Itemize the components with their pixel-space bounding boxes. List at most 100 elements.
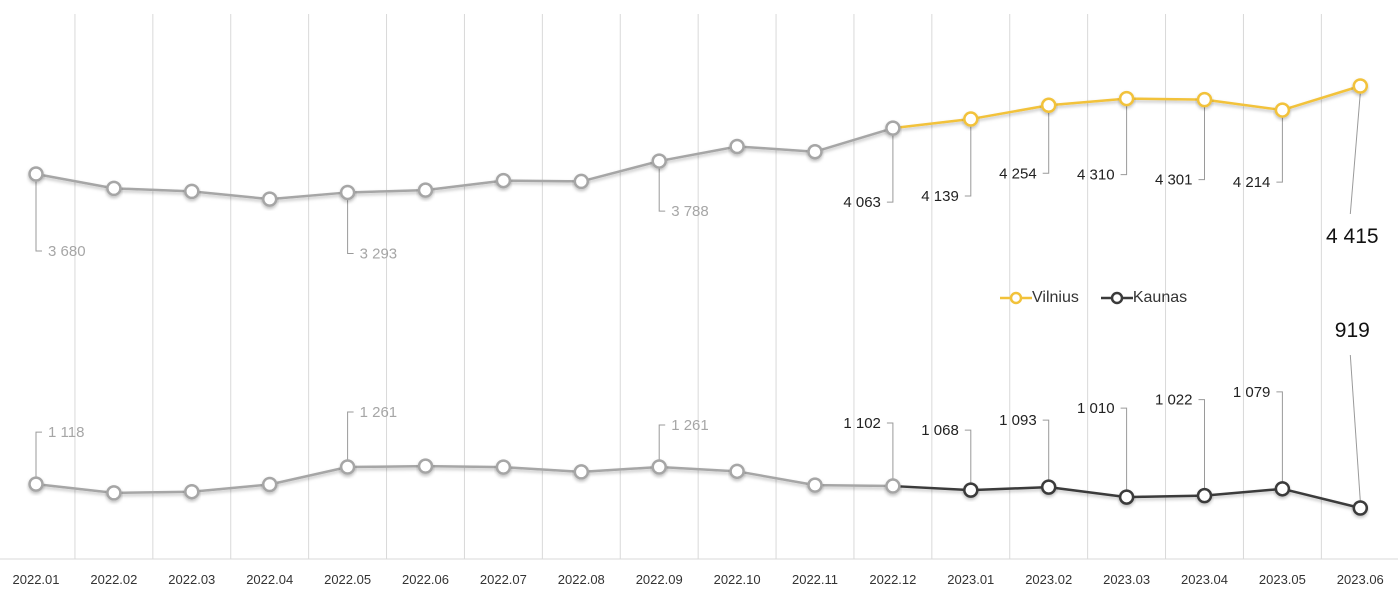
data-label-kaunas: 1 010 <box>1077 400 1115 417</box>
data-point-kaunas <box>885 478 901 494</box>
data-point-kaunas <box>573 464 590 480</box>
x-tick-label: 2022.05 <box>324 572 371 587</box>
series-line-past-vilnius <box>35 126 894 201</box>
data-point-vilnius <box>885 120 901 136</box>
leader-line <box>658 168 666 212</box>
x-tick-label: 2023.06 <box>1337 572 1384 587</box>
leader-line <box>35 431 42 478</box>
data-label-vilnius: 4 214 <box>1233 174 1271 191</box>
data-point-kaunas <box>729 463 745 480</box>
data-point-kaunas <box>963 482 979 498</box>
leader-line <box>1120 407 1128 491</box>
x-tick-label: 2022.12 <box>869 572 916 587</box>
data-point-vilnius <box>261 191 278 207</box>
legend-swatch-kaunas <box>1100 291 1133 305</box>
x-tick-label: 2022.11 <box>792 572 838 587</box>
data-point-kaunas <box>1196 487 1213 504</box>
data-label-kaunas: 919 <box>1335 319 1370 342</box>
legend-item-kaunas[interactable]: Kaunas <box>1100 288 1188 308</box>
x-tick-label: 2023.04 <box>1181 572 1228 587</box>
leader-line <box>1198 399 1205 489</box>
leader-line <box>1042 112 1050 174</box>
data-point-vilnius <box>1118 90 1135 107</box>
data-point-vilnius <box>28 166 44 182</box>
data-label-vilnius: 4 301 <box>1155 172 1193 189</box>
x-tick-label: 2022.09 <box>636 572 683 587</box>
legend-item-vilnius[interactable]: Vilnius <box>1000 288 1079 308</box>
legend-label-vilnius: Vilnius <box>1032 289 1079 306</box>
data-label-kaunas: 1 118 <box>48 424 84 441</box>
data-point-kaunas <box>417 458 434 474</box>
data-label-kaunas: 1 261 <box>360 404 398 421</box>
series-line-past-kaunas <box>35 464 893 495</box>
data-point-vilnius <box>1196 91 1213 108</box>
leader-line <box>658 424 666 460</box>
data-point-vilnius <box>417 182 434 198</box>
data-point-kaunas <box>807 477 823 493</box>
data-point-kaunas <box>339 459 356 475</box>
data-point-vilnius <box>651 153 667 169</box>
leader-line <box>1349 92 1361 215</box>
x-tick-label: 2023.05 <box>1259 572 1306 587</box>
data-label-kaunas: 1 022 <box>1155 392 1193 409</box>
data-label-vilnius: 4 063 <box>843 194 881 211</box>
data-point-kaunas <box>28 476 44 492</box>
data-label-vilnius: 4 254 <box>999 165 1037 182</box>
x-tick-label: 2023.03 <box>1103 572 1150 587</box>
data-point-vilnius <box>963 111 979 127</box>
data-point-vilnius <box>573 173 590 190</box>
x-tick-label: 2022.04 <box>246 572 293 587</box>
leader-line <box>964 429 972 484</box>
leader-line <box>35 181 42 252</box>
data-label-vilnius: 3 293 <box>360 245 398 262</box>
legend-swatch-vilnius <box>1000 291 1032 305</box>
data-point-vilnius <box>184 183 200 200</box>
data-point-kaunas <box>651 459 667 475</box>
data-point-kaunas <box>184 483 200 500</box>
data-point-kaunas <box>261 476 278 493</box>
legend-label-kaunas: Kaunas <box>1132 289 1188 306</box>
leader-line <box>886 135 894 203</box>
data-point-kaunas <box>1274 481 1291 497</box>
leader-line <box>1276 391 1283 482</box>
data-point-vilnius <box>339 184 356 201</box>
data-point-vilnius <box>106 180 122 197</box>
data-label-kaunas: 1 093 <box>999 412 1037 429</box>
legend: Vilnius Kaunas <box>1000 288 1209 308</box>
data-point-vilnius <box>1352 78 1369 94</box>
leader-line <box>347 411 354 460</box>
data-point-kaunas <box>1118 489 1135 505</box>
leader-line <box>347 199 354 254</box>
data-label-vilnius: 4 310 <box>1077 167 1115 184</box>
x-tick-label: 2022.06 <box>402 572 449 587</box>
leader-line <box>1276 117 1283 183</box>
data-label-kaunas: 1 079 <box>1233 384 1271 401</box>
x-tick-label: 2022.03 <box>168 572 215 587</box>
data-label-kaunas: 1 102 <box>843 415 881 432</box>
data-label-vilnius: 4 139 <box>921 188 959 205</box>
leader-line <box>1120 105 1128 176</box>
data-point-kaunas <box>495 459 512 475</box>
leader-line <box>1042 419 1050 481</box>
data-point-kaunas <box>1352 500 1369 516</box>
data-label-kaunas: 1 261 <box>671 417 709 434</box>
leader-line <box>1198 106 1205 181</box>
leader-line <box>964 126 972 197</box>
data-point-kaunas <box>106 485 122 501</box>
data-label-vilnius: 4 415 <box>1326 225 1379 248</box>
data-point-kaunas <box>1040 479 1057 495</box>
x-tick-label: 2022.08 <box>558 572 605 587</box>
data-point-vilnius <box>495 172 512 189</box>
data-point-vilnius <box>1040 97 1057 114</box>
x-tick-label: 2022.10 <box>714 572 761 587</box>
x-tick-label: 2023.01 <box>947 572 994 587</box>
data-point-vilnius <box>729 138 745 155</box>
data-label-kaunas: 1 068 <box>921 422 959 439</box>
x-tick-label: 2022.02 <box>90 572 137 587</box>
data-point-vilnius <box>807 143 823 160</box>
leader-line <box>1349 354 1361 502</box>
data-label-vilnius: 3 788 <box>671 203 709 220</box>
x-tick-label: 2023.02 <box>1025 572 1072 587</box>
leader-line <box>886 422 894 480</box>
